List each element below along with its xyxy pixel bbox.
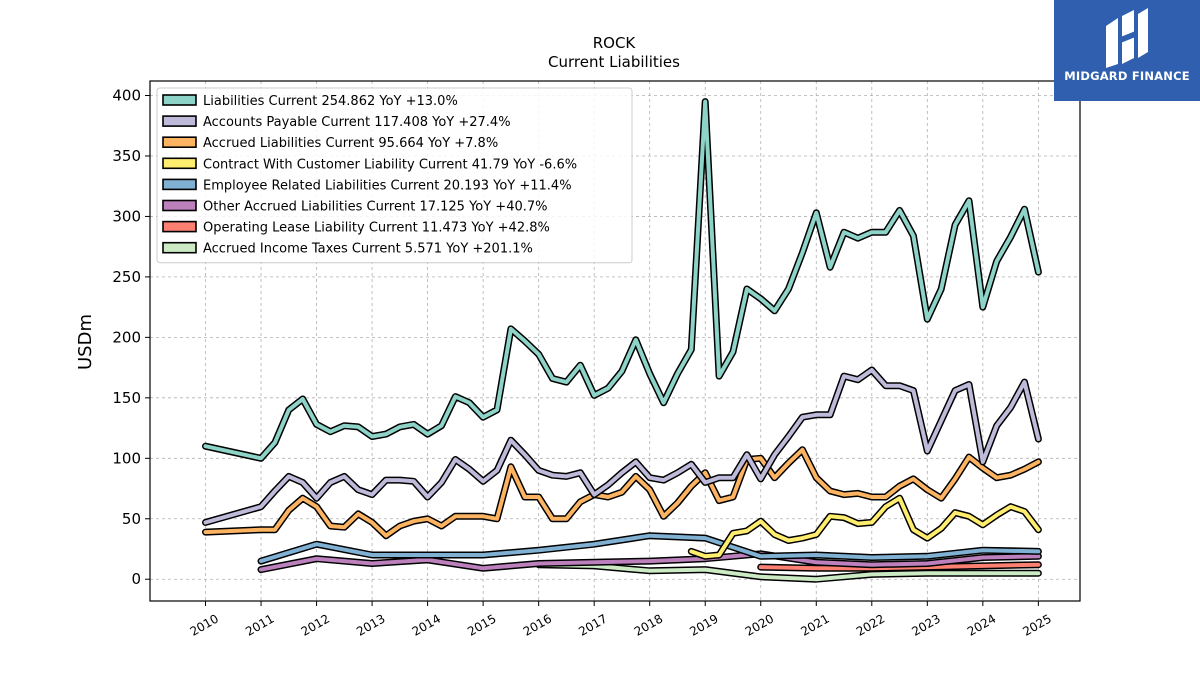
x-tick-label: 2018 bbox=[632, 611, 665, 638]
series-line bbox=[203, 368, 1041, 525]
y-axis: 0 50 100 150 200 250 300 350 400 bbox=[112, 87, 150, 588]
x-tick-label: 2012 bbox=[299, 611, 332, 638]
series-employee-related-liabilities-current bbox=[257, 532, 1042, 565]
legend-entry: Other Accrued Liabilities Current 17.125… bbox=[203, 200, 548, 215]
legend-entry: Accounts Payable Current 117.408 YoY +27… bbox=[203, 115, 511, 130]
midgard-logo-icon bbox=[1106, 8, 1148, 68]
x-tick-label: 2017 bbox=[576, 611, 609, 638]
legend-entry: Employee Related Liabilities Current 20.… bbox=[203, 178, 572, 193]
brand-name: MIDGARD FINANCE bbox=[1064, 69, 1190, 83]
x-tick-label: 2023 bbox=[909, 611, 942, 638]
legend-entry: Operating Lease Liability Current 11.473… bbox=[203, 221, 550, 236]
legend-swatch bbox=[162, 241, 197, 254]
y-tick-label: 100 bbox=[112, 449, 141, 467]
legend-swatch bbox=[162, 178, 197, 191]
plot-area bbox=[202, 98, 1042, 583]
legend-swatch bbox=[162, 220, 197, 233]
legend-swatch bbox=[162, 136, 197, 148]
y-tick-label: 150 bbox=[112, 389, 141, 407]
series-accrued-liabilities-current bbox=[202, 446, 1042, 540]
x-tick-label: 2025 bbox=[1020, 611, 1053, 638]
y-tick-label: 50 bbox=[122, 510, 141, 528]
legend-entry: Accrued Liabilities Current 95.664 YoY +… bbox=[203, 136, 498, 151]
series-line bbox=[203, 447, 1041, 538]
legend-swatch bbox=[162, 157, 197, 170]
x-tick-label: 2013 bbox=[354, 611, 387, 638]
series-line bbox=[758, 562, 1041, 571]
series-operating-lease-liability-current bbox=[757, 561, 1042, 572]
series-contract-with-customer-liability-current bbox=[687, 494, 1042, 560]
y-axis-label: USDm bbox=[75, 314, 96, 370]
series-other-accrued-liabilities-current bbox=[257, 550, 1042, 574]
y-tick-label: 400 bbox=[112, 87, 141, 105]
x-tick-label: 2024 bbox=[965, 611, 998, 638]
legend-entry: Contract With Customer Liability Current… bbox=[203, 157, 577, 172]
series-line bbox=[689, 496, 1041, 559]
x-tick-label: 2020 bbox=[743, 611, 776, 638]
plot-frame bbox=[149, 80, 1081, 602]
series-accounts-payable-current bbox=[202, 366, 1042, 526]
series-line bbox=[203, 99, 1041, 461]
legend-swatch bbox=[162, 94, 197, 106]
x-tick-label: 2016 bbox=[521, 611, 554, 638]
chart-title: ROCK bbox=[593, 34, 637, 52]
legend-entry: Liabilities Current 254.862 YoY +13.0% bbox=[203, 94, 458, 109]
x-tick-label: 2015 bbox=[465, 611, 498, 638]
y-tick-label: 0 bbox=[131, 570, 141, 588]
series-liabilities-current bbox=[202, 98, 1042, 462]
legend-entry: Accrued Income Taxes Current 5.571 YoY +… bbox=[203, 242, 533, 257]
series-line bbox=[259, 533, 1041, 564]
x-tick-label: 2011 bbox=[243, 611, 276, 638]
x-tick-label: 2010 bbox=[188, 611, 221, 638]
legend-box bbox=[156, 87, 633, 264]
legend-swatch bbox=[162, 115, 197, 127]
legend-swatch bbox=[162, 199, 197, 212]
series-line bbox=[259, 551, 1041, 572]
x-tick-label: 2014 bbox=[410, 611, 443, 638]
x-tick-label: 2022 bbox=[854, 611, 887, 638]
legend: Liabilities Current 254.862 YoY +13.0% Ac… bbox=[156, 87, 633, 264]
x-tick-label: 2021 bbox=[798, 611, 831, 638]
y-tick-label: 250 bbox=[112, 268, 141, 286]
series-line bbox=[536, 562, 1041, 582]
series-accrued-income-taxes-current bbox=[535, 561, 1042, 583]
chart-subtitle: Current Liabilities bbox=[548, 53, 680, 71]
x-axis: 2010 2011 2012 2013 2014 2015 2016 2017 2018 2019… bbox=[188, 601, 1054, 639]
y-tick-label: 200 bbox=[112, 328, 141, 346]
y-tick-label: 300 bbox=[112, 207, 141, 225]
x-tick-label: 2019 bbox=[687, 611, 720, 638]
y-tick-label: 350 bbox=[112, 147, 141, 165]
brand-logo: MIDGARD FINANCE bbox=[1054, 0, 1200, 101]
